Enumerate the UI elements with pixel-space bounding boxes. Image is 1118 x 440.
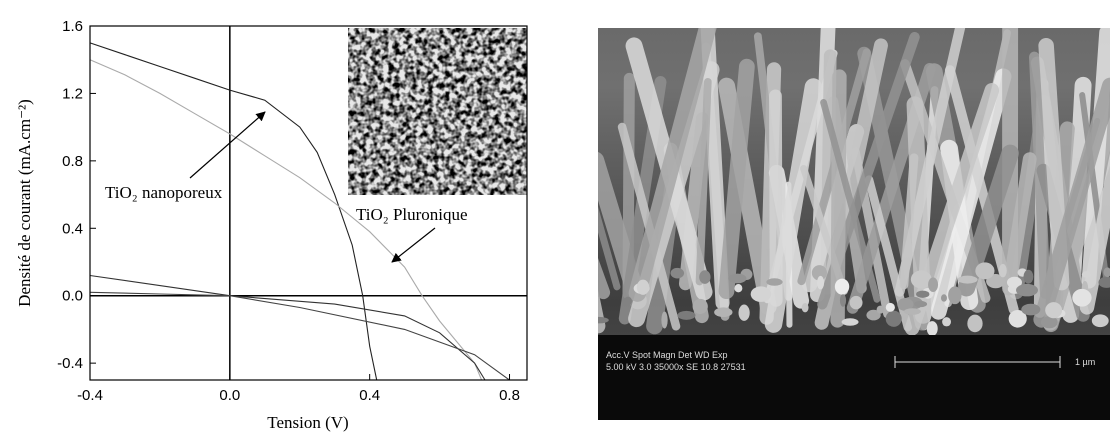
grain [598,316,609,324]
series-line [89,274,486,381]
y-tick-label: 0.0 [62,288,83,305]
y-axis-label: Densité de courant (mA.cm⁻²) [15,99,34,307]
grain [1103,267,1110,278]
nanorod [628,28,717,302]
grain [1045,302,1063,319]
x-axis-label: Tension (V) [267,413,348,432]
grain [766,278,783,286]
grain [817,275,825,290]
grain [834,278,850,295]
grain [692,298,708,314]
plot-frame [89,25,528,381]
grain [942,317,952,327]
nanorod [957,144,1019,297]
nanorod [1002,152,1037,296]
series-line [89,291,510,381]
grain [670,267,685,279]
grain [1098,276,1110,288]
grain [728,273,747,284]
grain [750,286,772,302]
nanorod [718,77,777,316]
grain [910,270,932,289]
scale-label: 1 µm [1075,357,1095,367]
grain [885,302,895,312]
nanorod [700,28,730,310]
grain [866,309,881,321]
series-annotation: TiO₂ Pluronique [356,205,468,224]
grain [897,297,914,311]
grain [1023,269,1034,284]
x-tick-label: 0.8 [499,387,520,404]
grain [839,294,847,307]
inset-texture [348,28,527,195]
grain [903,308,921,315]
nanorod [598,206,621,291]
grain [914,300,928,308]
grain [677,310,696,320]
nanorod [1033,77,1110,328]
nanorod [930,68,1012,320]
grain [1091,314,1109,328]
nanorod [718,58,755,300]
grain [714,307,733,317]
nanorod [695,77,712,286]
y-tick-label: 1.2 [62,85,83,102]
grain [948,286,962,305]
nanorod [899,153,919,290]
annotation-arrow [189,111,266,179]
x-tick-label: 0.4 [359,387,380,404]
sem-settings: 5.00 kV 3.0 35000x SE 10.8 27531 [606,362,746,372]
grain [699,270,711,284]
grain [661,311,668,329]
nanorod [598,289,606,334]
series-line [89,42,378,381]
grain [1081,271,1091,278]
grain [1072,288,1092,307]
grain [957,275,978,284]
y-tick-label: 0.4 [62,220,83,237]
grain [734,283,743,293]
x-tick-label: -0.4 [77,387,103,404]
y-tick-label: -0.4 [57,355,83,372]
grain [916,290,930,298]
series-annotation: TiO₂ nanoporeux [105,183,223,202]
grain [928,277,939,292]
grain [986,274,1006,289]
sem-info-bar [598,335,1110,420]
annotation-arrow [391,227,436,263]
grain [1040,316,1058,329]
grain [940,294,947,302]
grain [885,310,902,327]
grain [1021,303,1041,316]
grain [849,295,863,310]
grain [811,265,827,281]
grain [926,321,938,335]
grain [1006,276,1022,289]
nanorod [598,258,611,300]
grain [975,262,995,280]
nanorod [820,98,881,303]
grain [624,296,632,306]
grain [1016,283,1038,297]
grain [636,279,650,295]
x-tick-label: 0.0 [219,387,240,404]
y-tick-label: 0.8 [62,153,83,170]
nanorod [1079,153,1110,315]
grain [967,314,983,333]
series-line [89,59,483,381]
y-tick-label: 1.6 [62,18,83,35]
grain [1008,309,1027,328]
grain [801,302,809,313]
grain [738,304,750,321]
sem-header: Acc.V Spot Magn Det WD Exp [606,350,728,360]
nanorod [830,69,847,328]
grain [876,305,885,314]
grain [841,318,859,326]
grain [998,263,1007,278]
